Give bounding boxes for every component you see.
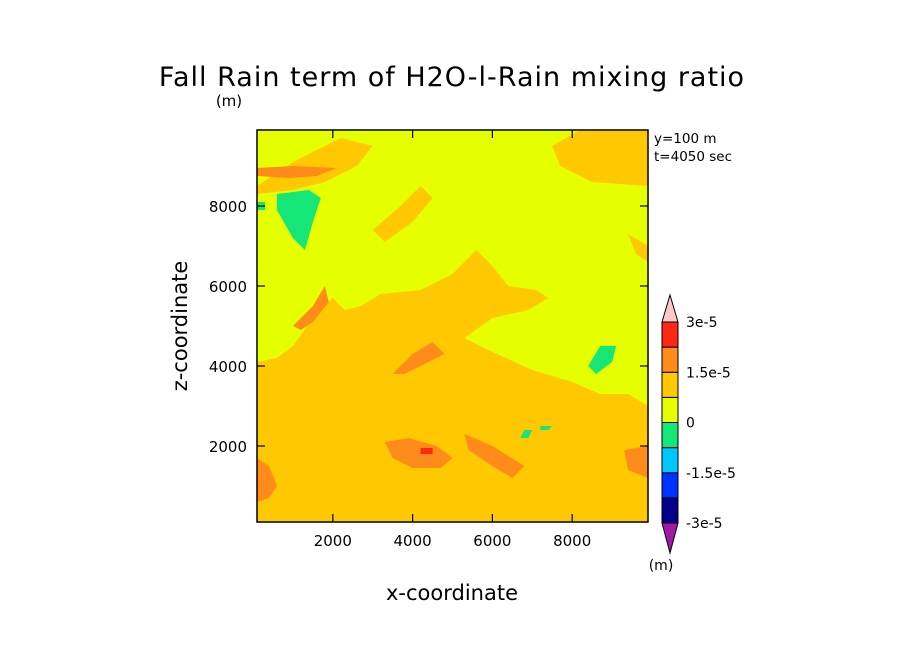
contour-region-11 (257, 458, 277, 502)
colorbar-band-5 (661, 371, 679, 398)
colorbar-under (661, 522, 679, 555)
y-unit-label: (m) (216, 92, 242, 110)
contour-region-14 (588, 346, 617, 374)
colorbar-band-1 (661, 472, 679, 499)
colorbar-band-0 (661, 497, 679, 524)
y-tick-label-8000: 8000 (209, 198, 247, 216)
contour-region-13 (276, 190, 321, 250)
colorbar-label-4: -3e-5 (686, 516, 723, 532)
contour-region-16 (540, 426, 553, 430)
contour-region-4 (372, 186, 433, 242)
x-tick-label-4000: 4000 (394, 532, 432, 550)
contour-region-3 (552, 130, 648, 186)
plot-area (257, 130, 648, 522)
contour-region-7 (292, 286, 329, 330)
colorbar-label-1: 1.5e-5 (686, 365, 731, 381)
annotation-time: t=4050 sec (654, 149, 732, 165)
annotation-y: y=100 m (654, 131, 717, 147)
contour-region-8 (392, 342, 445, 374)
contour-region-10 (464, 434, 525, 478)
x-axis-label: x-coordinate (386, 581, 518, 605)
y-tick-label-6000: 6000 (209, 278, 247, 296)
contour-region-1 (257, 250, 648, 446)
contour-region-12 (624, 446, 648, 478)
contour-region-18 (420, 448, 433, 454)
contour-region-0 (257, 446, 648, 522)
contour-region-6 (257, 166, 337, 178)
colorbar-over (661, 293, 679, 323)
x-tick-label-6000: 6000 (473, 532, 511, 550)
contour-regions (257, 130, 648, 522)
x-tick-label-8000: 8000 (553, 532, 591, 550)
chart-title: Fall Rain term of H2O-l-Rain mixing rati… (159, 62, 745, 93)
colorbar-band-4 (661, 396, 679, 423)
colorbar: 3e-5 1.5e-5 0 -1.5e-5 -3e-5 (661, 293, 736, 555)
colorbar-label-3: -1.5e-5 (686, 466, 736, 482)
contour-region-9 (384, 438, 453, 468)
y-tick-label-4000: 4000 (209, 358, 247, 376)
colorbar-band-7 (661, 321, 679, 348)
colorbar-label-0: 3e-5 (686, 315, 717, 331)
colorbar-label-2: 0 (686, 416, 695, 432)
colorbar-band-3 (661, 422, 679, 449)
colorbar-unit-label: (m) (649, 558, 674, 574)
plot-frame (256, 129, 649, 523)
contour-region-5 (628, 234, 648, 262)
axis-ticks: 2000 4000 6000 8000 2000 4000 6000 8000 (209, 130, 648, 550)
contour-region-15 (520, 430, 533, 438)
contour-region-2 (257, 138, 373, 194)
colorbar-band-2 (661, 447, 679, 474)
colorbar-band-6 (661, 346, 679, 373)
y-tick-label-2000: 2000 (209, 438, 247, 456)
x-tick-label-2000: 2000 (314, 532, 352, 550)
y-axis-label: z-coordinate (168, 261, 192, 392)
